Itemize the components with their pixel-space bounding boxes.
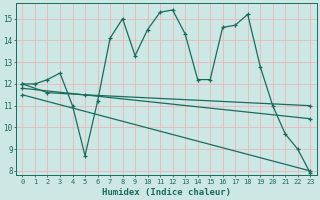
X-axis label: Humidex (Indice chaleur): Humidex (Indice chaleur): [102, 188, 231, 197]
